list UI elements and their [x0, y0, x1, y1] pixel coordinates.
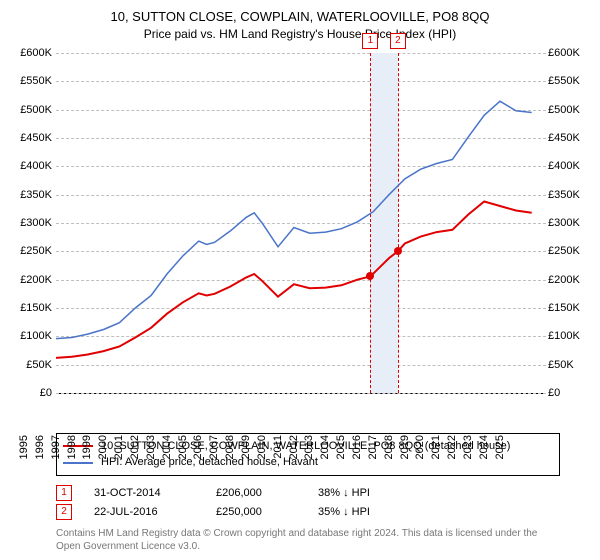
y-tick-label: £600K	[548, 47, 590, 59]
y-tick-label: £50K	[548, 359, 590, 371]
chart-marker-box: 2	[390, 33, 406, 49]
disclaimer: Contains HM Land Registry data © Crown c…	[56, 527, 560, 553]
y-tick-label: £550K	[548, 75, 590, 87]
y-tick-label: £50K	[10, 359, 52, 371]
chart-plot: 12	[56, 53, 546, 394]
y-tick-label: £450K	[10, 132, 52, 144]
tx-date: 22-JUL-2016	[94, 503, 194, 522]
tx-marker: 2	[56, 504, 72, 520]
y-tick-label: £200K	[548, 274, 590, 286]
x-tick-label: 2025	[494, 435, 532, 459]
table-row: 1 31-OCT-2014 £206,000 38% ↓ HPI	[56, 484, 560, 503]
tx-date: 31-OCT-2014	[94, 484, 194, 503]
series-hpi	[56, 101, 532, 338]
y-tick-label: £600K	[10, 47, 52, 59]
chart-marker-box: 1	[362, 33, 378, 49]
y-tick-label: £0	[10, 387, 52, 399]
y-tick-label: £400K	[548, 160, 590, 172]
y-tick-label: £400K	[10, 160, 52, 172]
y-tick-label: £150K	[548, 302, 590, 314]
y-tick-label: £350K	[10, 189, 52, 201]
gridline	[56, 393, 546, 394]
page-subtitle: Price paid vs. HM Land Registry's House …	[10, 26, 590, 43]
y-tick-label: £200K	[10, 274, 52, 286]
y-tick-label: £500K	[548, 104, 590, 116]
y-tick-label: £0	[548, 387, 590, 399]
data-point	[394, 247, 402, 255]
y-tick-label: £250K	[548, 245, 590, 257]
y-tick-label: £300K	[10, 217, 52, 229]
series-price	[56, 201, 532, 357]
tx-price: £250,000	[216, 503, 296, 522]
tx-marker: 1	[56, 485, 72, 501]
y-tick-label: £550K	[10, 75, 52, 87]
y-tick-label: £150K	[10, 302, 52, 314]
chart-lines	[56, 53, 546, 393]
y-tick-label: £350K	[548, 189, 590, 201]
data-point	[366, 272, 374, 280]
chart: £0 £50K £100K £150K £200K £250K £300K £350K £400…	[10, 49, 590, 429]
transactions-table: 1 31-OCT-2014 £206,000 38% ↓ HPI 2 22-JU…	[56, 484, 560, 521]
tx-price: £206,000	[216, 484, 296, 503]
y-tick-label: £100K	[10, 330, 52, 342]
page-title: 10, SUTTON CLOSE, COWPLAIN, WATERLOOVILL…	[10, 8, 590, 26]
tx-hpi-diff: 38% ↓ HPI	[318, 484, 370, 503]
y-tick-label: £500K	[10, 104, 52, 116]
y-tick-label: £450K	[548, 132, 590, 144]
y-tick-label: £250K	[10, 245, 52, 257]
y-tick-label: £100K	[548, 330, 590, 342]
table-row: 2 22-JUL-2016 £250,000 35% ↓ HPI	[56, 503, 560, 522]
legend-swatch	[63, 462, 93, 464]
tx-hpi-diff: 35% ↓ HPI	[318, 503, 370, 522]
y-tick-label: £300K	[548, 217, 590, 229]
